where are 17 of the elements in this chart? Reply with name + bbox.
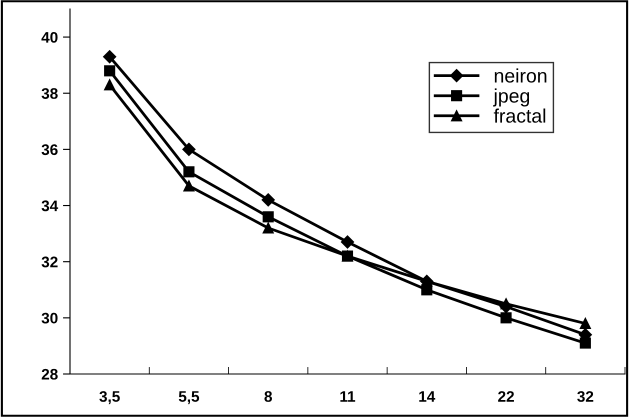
x-tick-label: 32 (577, 391, 594, 402)
x-tick-label: 8 (264, 391, 272, 402)
x-tick-label: 3,5 (99, 391, 120, 404)
legend-label: fractal (494, 108, 546, 123)
x-tick-label: 14 (419, 391, 436, 402)
y-tick-label: 32 (42, 256, 58, 268)
legend-label: jpeg (493, 88, 530, 107)
y-tick-label: 34 (42, 200, 58, 212)
x-tick-label: 22 (498, 391, 514, 402)
y-tick-label: 28 (42, 368, 58, 380)
legend-label: neiron (494, 68, 546, 83)
y-tick-label: 38 (42, 88, 58, 99)
y-tick-label: 40 (41, 32, 58, 43)
x-tick-label: 5,5 (178, 391, 200, 404)
y-tick-label: 36 (42, 144, 58, 156)
x-tick-label: 11 (340, 391, 356, 402)
y-tick-label: 30 (42, 312, 58, 324)
